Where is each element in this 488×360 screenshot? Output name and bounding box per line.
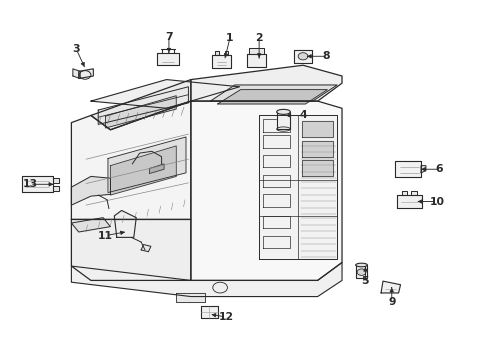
Text: 2: 2 (255, 33, 263, 43)
Polygon shape (53, 178, 59, 183)
Polygon shape (294, 50, 311, 63)
Text: 10: 10 (429, 197, 444, 207)
Polygon shape (71, 262, 341, 297)
Polygon shape (263, 119, 289, 132)
Polygon shape (98, 87, 188, 125)
Polygon shape (149, 164, 163, 174)
Polygon shape (71, 218, 110, 232)
Polygon shape (263, 155, 289, 167)
Ellipse shape (276, 109, 290, 114)
Polygon shape (200, 306, 218, 318)
Text: 5: 5 (361, 276, 368, 286)
Polygon shape (105, 96, 176, 128)
Polygon shape (302, 160, 332, 176)
Polygon shape (214, 51, 218, 55)
Polygon shape (263, 175, 289, 187)
Polygon shape (302, 140, 332, 157)
Polygon shape (246, 54, 266, 67)
Polygon shape (190, 65, 341, 101)
Text: 9: 9 (387, 297, 395, 307)
Polygon shape (380, 281, 400, 293)
Polygon shape (73, 69, 80, 78)
Polygon shape (114, 211, 136, 237)
Polygon shape (302, 121, 332, 137)
Polygon shape (190, 101, 341, 280)
Polygon shape (176, 293, 205, 302)
Polygon shape (110, 146, 176, 195)
Circle shape (356, 269, 365, 275)
Polygon shape (259, 116, 336, 259)
Ellipse shape (355, 263, 366, 267)
Polygon shape (157, 53, 178, 65)
Polygon shape (91, 80, 239, 108)
Text: 3: 3 (72, 44, 80, 54)
Polygon shape (263, 135, 289, 148)
Text: 13: 13 (22, 179, 38, 189)
Polygon shape (21, 176, 53, 192)
Text: 12: 12 (218, 312, 233, 322)
Polygon shape (53, 186, 59, 191)
Polygon shape (401, 192, 407, 195)
Polygon shape (355, 265, 366, 278)
Polygon shape (71, 101, 190, 220)
Polygon shape (396, 195, 421, 208)
Polygon shape (248, 48, 264, 54)
Polygon shape (263, 235, 289, 248)
Polygon shape (71, 176, 110, 205)
Polygon shape (263, 194, 289, 207)
Text: 6: 6 (435, 164, 443, 174)
Polygon shape (71, 220, 190, 280)
Polygon shape (276, 112, 290, 129)
Polygon shape (141, 244, 151, 252)
Text: 7: 7 (165, 32, 172, 41)
Polygon shape (211, 55, 231, 68)
Polygon shape (420, 166, 425, 173)
Polygon shape (91, 80, 190, 130)
Text: 1: 1 (225, 33, 233, 43)
Polygon shape (224, 51, 228, 55)
Polygon shape (108, 137, 185, 193)
Polygon shape (79, 69, 93, 78)
Text: 11: 11 (98, 231, 113, 240)
Polygon shape (217, 90, 327, 104)
Text: 8: 8 (322, 51, 329, 61)
Polygon shape (410, 192, 416, 195)
Polygon shape (394, 161, 420, 177)
Polygon shape (210, 85, 336, 101)
Polygon shape (263, 216, 289, 228)
Circle shape (298, 53, 307, 60)
Text: 4: 4 (299, 111, 306, 121)
